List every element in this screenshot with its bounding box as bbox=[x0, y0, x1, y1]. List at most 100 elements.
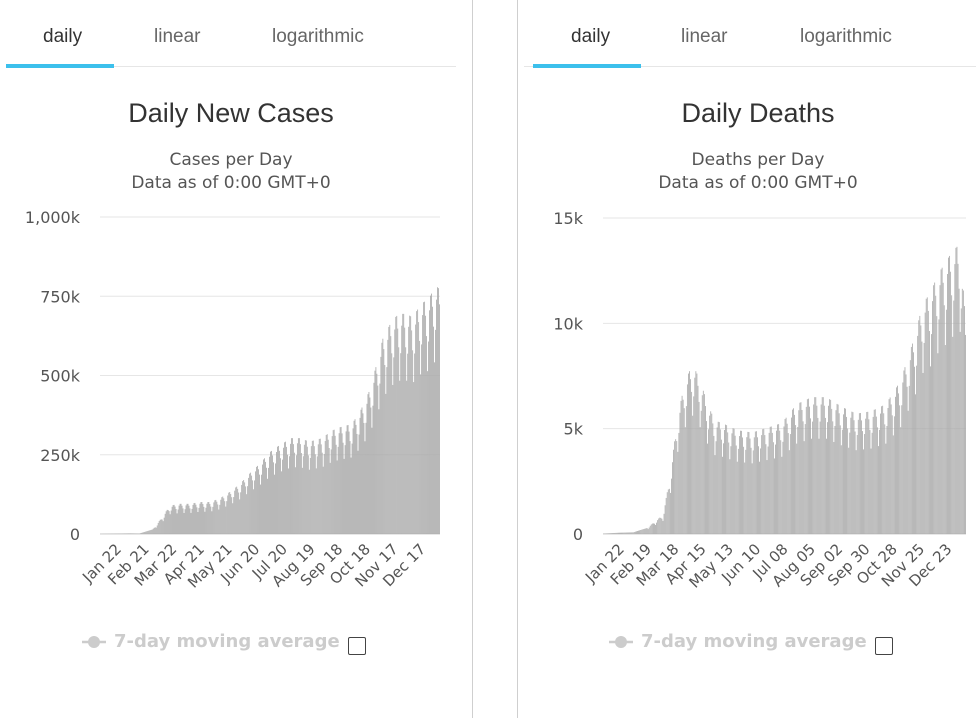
bar[interactable] bbox=[809, 406, 810, 534]
bar[interactable] bbox=[780, 440, 782, 534]
bar[interactable] bbox=[223, 498, 225, 534]
bar[interactable] bbox=[816, 405, 818, 534]
bar[interactable] bbox=[428, 341, 429, 534]
bar[interactable] bbox=[188, 505, 190, 534]
bar[interactable] bbox=[726, 425, 728, 534]
bar[interactable] bbox=[158, 521, 160, 534]
bar[interactable] bbox=[720, 439, 722, 534]
bar[interactable] bbox=[813, 404, 815, 534]
bar[interactable] bbox=[191, 508, 193, 534]
bar[interactable] bbox=[208, 502, 210, 534]
bar[interactable] bbox=[714, 455, 716, 534]
bar[interactable] bbox=[334, 435, 336, 534]
bar[interactable] bbox=[785, 417, 787, 534]
bar[interactable] bbox=[741, 430, 742, 534]
bar[interactable] bbox=[226, 501, 228, 534]
bar[interactable] bbox=[776, 430, 777, 534]
bar[interactable] bbox=[920, 325, 922, 534]
bar[interactable] bbox=[322, 466, 324, 534]
bar[interactable] bbox=[918, 320, 920, 534]
bar[interactable] bbox=[872, 416, 874, 534]
bar[interactable] bbox=[344, 445, 346, 534]
bar[interactable] bbox=[884, 424, 886, 534]
bar[interactable] bbox=[927, 310, 929, 534]
bar[interactable] bbox=[126, 533, 128, 534]
bar[interactable] bbox=[371, 427, 373, 534]
bar[interactable] bbox=[715, 441, 717, 534]
bar[interactable] bbox=[673, 449, 674, 534]
bar[interactable] bbox=[338, 433, 340, 534]
bar[interactable] bbox=[916, 365, 918, 534]
bar[interactable] bbox=[190, 512, 192, 534]
bar[interactable] bbox=[734, 435, 736, 534]
bar[interactable] bbox=[340, 426, 342, 534]
bar[interactable] bbox=[784, 419, 786, 534]
bar[interactable] bbox=[337, 446, 339, 534]
bar[interactable] bbox=[165, 511, 167, 534]
bar[interactable] bbox=[361, 407, 363, 534]
bar[interactable] bbox=[738, 436, 740, 534]
bar[interactable] bbox=[293, 452, 295, 534]
bar[interactable] bbox=[790, 417, 792, 534]
bar[interactable] bbox=[702, 390, 704, 534]
bar[interactable] bbox=[423, 302, 425, 534]
bar[interactable] bbox=[947, 274, 948, 534]
bar[interactable] bbox=[962, 290, 964, 534]
bar[interactable] bbox=[607, 533, 609, 534]
bar[interactable] bbox=[684, 427, 686, 534]
bar[interactable] bbox=[838, 413, 840, 534]
bar[interactable] bbox=[394, 329, 396, 534]
bar[interactable] bbox=[951, 295, 953, 534]
bar[interactable] bbox=[812, 421, 814, 534]
bar[interactable] bbox=[841, 429, 843, 534]
bar[interactable] bbox=[837, 404, 839, 534]
bar[interactable] bbox=[261, 474, 262, 534]
bar[interactable] bbox=[252, 480, 254, 534]
bar[interactable] bbox=[695, 371, 697, 534]
bar[interactable] bbox=[370, 407, 372, 534]
bar[interactable] bbox=[151, 529, 153, 534]
bar[interactable] bbox=[244, 482, 246, 534]
bar[interactable] bbox=[709, 415, 711, 534]
bar[interactable] bbox=[957, 263, 959, 534]
bar[interactable] bbox=[932, 301, 933, 534]
bar[interactable] bbox=[681, 395, 683, 534]
bar[interactable] bbox=[850, 417, 852, 534]
bar[interactable] bbox=[176, 513, 178, 534]
bar[interactable] bbox=[189, 508, 191, 534]
bar[interactable] bbox=[395, 316, 397, 534]
bar[interactable] bbox=[732, 428, 734, 534]
bar[interactable] bbox=[871, 432, 873, 534]
bar[interactable] bbox=[193, 503, 195, 534]
bar[interactable] bbox=[388, 326, 390, 534]
legend[interactable]: 7-day moving average bbox=[82, 630, 340, 654]
bar[interactable] bbox=[272, 455, 273, 534]
bar[interactable] bbox=[355, 424, 357, 534]
bar[interactable] bbox=[181, 505, 183, 534]
bar[interactable] bbox=[948, 257, 949, 534]
bar[interactable] bbox=[276, 452, 277, 534]
bar[interactable] bbox=[647, 529, 649, 534]
bar[interactable] bbox=[632, 532, 634, 534]
bar[interactable] bbox=[708, 429, 710, 534]
bar[interactable] bbox=[648, 527, 650, 534]
bar[interactable] bbox=[398, 347, 400, 534]
bar[interactable] bbox=[889, 397, 891, 534]
bar[interactable] bbox=[743, 446, 745, 534]
bar[interactable] bbox=[765, 444, 767, 534]
bar[interactable] bbox=[242, 481, 244, 534]
bar[interactable] bbox=[402, 313, 404, 534]
bar[interactable] bbox=[955, 247, 957, 535]
bar[interactable] bbox=[410, 316, 412, 534]
bar[interactable] bbox=[145, 531, 147, 534]
bar[interactable] bbox=[306, 446, 308, 534]
bar[interactable] bbox=[400, 353, 402, 534]
bar[interactable] bbox=[401, 325, 403, 534]
bar[interactable] bbox=[796, 443, 798, 534]
bar[interactable] bbox=[685, 406, 687, 534]
bar[interactable] bbox=[131, 533, 133, 534]
bar[interactable] bbox=[300, 453, 302, 534]
bar[interactable] bbox=[945, 309, 947, 534]
bar[interactable] bbox=[367, 394, 369, 534]
bar[interactable] bbox=[636, 531, 637, 534]
